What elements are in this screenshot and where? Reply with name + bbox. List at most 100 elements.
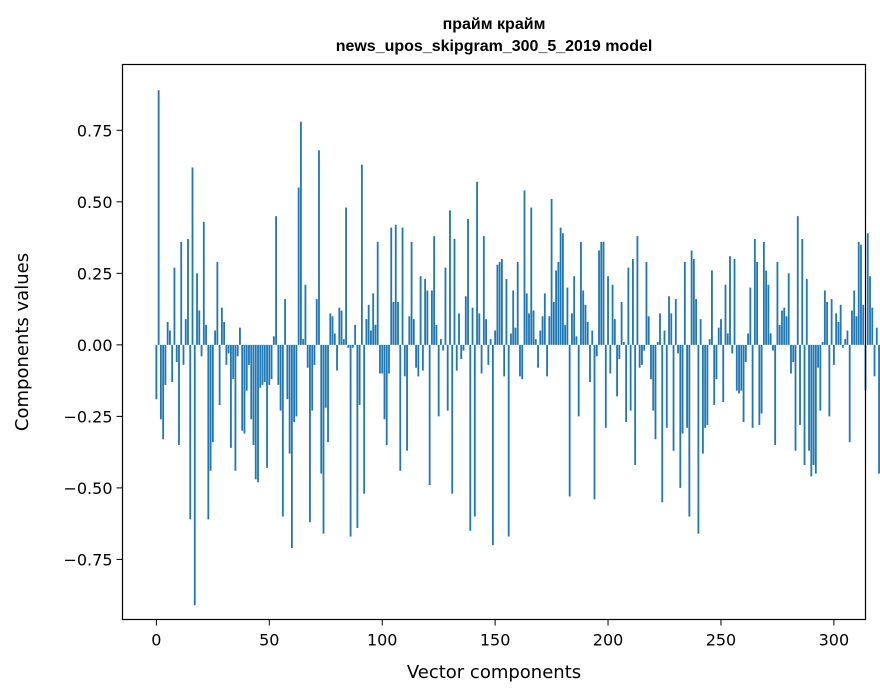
bar-52 <box>272 336 275 345</box>
bar-23 <box>207 344 210 520</box>
bar-131 <box>451 344 454 494</box>
bar-63 <box>297 187 300 345</box>
bar-253 <box>726 333 729 345</box>
bar-80 <box>336 344 338 371</box>
bar-173 <box>546 344 548 377</box>
bar-293 <box>817 344 819 368</box>
bar-275 <box>776 261 779 345</box>
bar-77 <box>329 313 332 345</box>
bar-143 <box>478 313 481 345</box>
bar-142 <box>476 181 478 345</box>
bar-86 <box>349 344 352 537</box>
x-tick-label-2: 100 <box>367 631 398 650</box>
bar-97 <box>374 324 377 345</box>
bar-88 <box>354 324 357 345</box>
bar-113 <box>410 241 413 345</box>
y-tick-label-2: −0.25 <box>63 407 112 426</box>
bar-206 <box>620 301 623 345</box>
bar-93 <box>365 319 368 345</box>
bar-278 <box>783 307 786 345</box>
bar-49 <box>266 344 268 468</box>
x-tick-label-6: 300 <box>819 631 850 650</box>
bar-240 <box>697 344 700 534</box>
bar-12 <box>182 344 185 365</box>
bar-305 <box>844 339 847 345</box>
bar-271 <box>767 284 770 345</box>
bar-263 <box>749 287 752 345</box>
bar-248 <box>715 344 718 380</box>
bar-46 <box>259 344 262 388</box>
bar-135 <box>460 344 463 360</box>
y-tick-label-4: 0.25 <box>77 264 113 283</box>
bar-274 <box>774 344 777 445</box>
bar-172 <box>543 293 546 345</box>
bar-236 <box>688 344 691 517</box>
bar-227 <box>668 296 670 345</box>
bar-92 <box>363 344 366 494</box>
bar-217 <box>645 261 648 345</box>
bar-222 <box>656 342 659 345</box>
bar-215 <box>641 344 643 365</box>
bar-207 <box>622 342 625 345</box>
y-tick-label-1: −0.50 <box>63 479 112 498</box>
bar-219 <box>650 344 652 380</box>
bar-218 <box>647 316 650 345</box>
bar-264 <box>751 344 754 428</box>
bar-302 <box>837 321 840 345</box>
bar-233 <box>681 344 684 434</box>
bars-group <box>155 90 880 606</box>
bar-36 <box>236 344 239 357</box>
bar-287 <box>803 344 806 466</box>
bar-198 <box>602 241 605 345</box>
bar-272 <box>769 333 772 345</box>
bar-31 <box>225 344 228 365</box>
bar-153 <box>501 259 503 345</box>
plot-frame <box>121 63 867 621</box>
bar-238 <box>692 259 695 345</box>
bar-73 <box>320 344 323 474</box>
bar-165 <box>528 313 530 345</box>
bar-43 <box>252 344 255 445</box>
bar-60 <box>290 344 293 548</box>
bar-137 <box>464 296 467 345</box>
bar-156 <box>507 344 510 537</box>
bar-297 <box>826 301 829 345</box>
bar-200 <box>607 276 609 345</box>
bar-303 <box>839 304 842 345</box>
bar-57 <box>284 299 287 345</box>
bar-295 <box>821 342 824 345</box>
bar-225 <box>663 330 666 345</box>
bar-229 <box>672 344 675 451</box>
x-tick-label-5: 250 <box>706 631 737 650</box>
bar-283 <box>794 344 797 451</box>
bar-304 <box>842 344 844 348</box>
bar-103 <box>388 344 390 374</box>
bar-53 <box>275 216 277 345</box>
bar-239 <box>695 299 698 345</box>
bar-230 <box>674 299 677 345</box>
bar-19 <box>198 310 201 345</box>
bar-317 <box>871 307 874 345</box>
bar-258 <box>738 344 740 394</box>
y-axis-label: Components values <box>12 253 33 431</box>
bar-255 <box>731 344 734 354</box>
bar-72 <box>318 150 320 345</box>
bar-112 <box>408 316 411 345</box>
bar-147 <box>487 344 490 365</box>
bar-166 <box>530 207 533 345</box>
bar-7 <box>171 344 174 383</box>
bar-208 <box>625 344 628 423</box>
bar-213 <box>636 236 639 345</box>
bar-216 <box>643 344 646 351</box>
x-axis-label: Vector components <box>407 662 581 683</box>
bar-163 <box>523 190 526 345</box>
bar-42 <box>250 344 253 420</box>
bar-121 <box>428 344 431 486</box>
bar-69 <box>311 344 314 411</box>
bar-30 <box>223 321 226 345</box>
bar-13 <box>184 319 187 345</box>
bar-71 <box>315 299 318 345</box>
bar-138 <box>467 218 469 345</box>
bar-244 <box>706 344 709 425</box>
